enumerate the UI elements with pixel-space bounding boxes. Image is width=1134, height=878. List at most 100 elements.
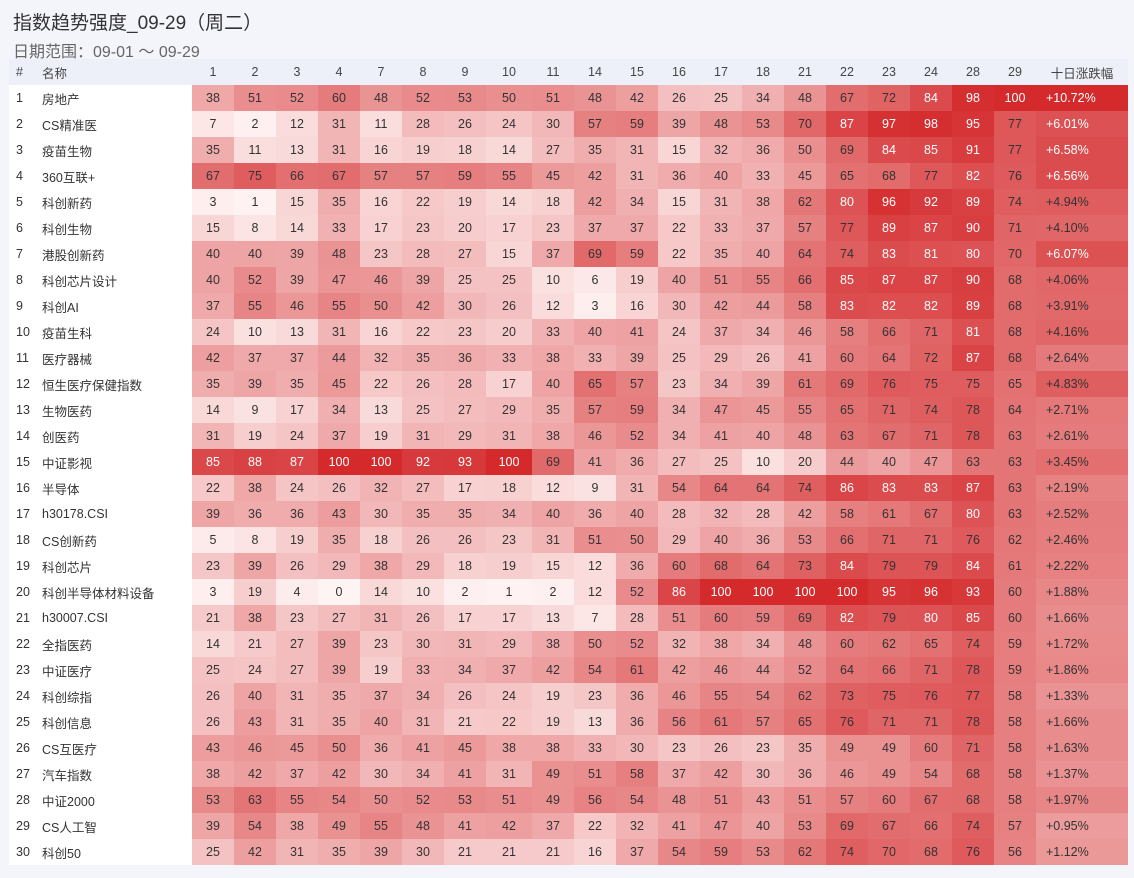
heat-cell: 8 (234, 527, 276, 553)
heat-cell: 39 (234, 371, 276, 397)
heat-cell: 76 (868, 371, 910, 397)
heat-cell: 41 (616, 319, 658, 345)
heat-cell: 78 (952, 397, 994, 423)
heat-cell: 30 (742, 761, 784, 787)
table-row: 15 中证影视 85 88 87 100 100 92 93 100 69 41 36 27 25 10 20 4… (9, 449, 1128, 475)
heat-cell: 69 (532, 449, 574, 475)
heat-cell: 42 (402, 293, 444, 319)
heat-cell: 19 (486, 553, 532, 579)
heatmap-table: # 名称 1 2 3 4 7 8 9 10 11 14 15 16 17 18 21 22 23 24 28 29 十日… (9, 59, 1128, 865)
heat-cell: 37 (616, 839, 658, 865)
heat-cell: 46 (574, 423, 616, 449)
table-row: 19 科创芯片 23 39 26 29 38 29 18 19 15 12 36 60 68 64 73 84 79… (9, 553, 1128, 579)
heat-cell: 19 (402, 137, 444, 163)
heat-cell: 10 (532, 267, 574, 293)
row-index: 29 (9, 813, 38, 839)
table-row: 8 科创芯片设计 40 52 39 47 46 39 25 25 10 6 19 40 51 55 66 85 87… (9, 267, 1128, 293)
heat-cell: 66 (910, 813, 952, 839)
heat-cell: 41 (784, 345, 826, 371)
heat-cell: 31 (276, 683, 318, 709)
heat-cell: 20 (784, 449, 826, 475)
heat-cell: 48 (402, 813, 444, 839)
heat-cell: 77 (952, 683, 994, 709)
row-name: 全指医药 (38, 631, 192, 657)
heat-cell: 6 (574, 267, 616, 293)
heat-cell: 32 (700, 501, 742, 527)
heat-cell: 66 (826, 527, 868, 553)
heat-cell: 51 (700, 787, 742, 813)
heat-cell: 51 (574, 761, 616, 787)
heat-cell: 59 (994, 631, 1036, 657)
heat-cell: 71 (910, 527, 952, 553)
heat-cell: 62 (994, 527, 1036, 553)
heat-cell: 57 (402, 163, 444, 189)
heat-cell: 22 (402, 319, 444, 345)
heat-cell: 77 (910, 163, 952, 189)
heat-cell: 37 (616, 215, 658, 241)
heat-cell: 12 (574, 553, 616, 579)
heat-cell: 34 (444, 657, 486, 683)
heat-cell: 52 (616, 423, 658, 449)
heat-cell: 27 (318, 605, 360, 631)
heat-cell: 74 (910, 397, 952, 423)
heat-cell: 39 (402, 267, 444, 293)
heat-cell: 16 (360, 319, 402, 345)
heat-cell: 45 (784, 163, 826, 189)
heat-cell: 39 (192, 501, 234, 527)
heat-cell: 40 (192, 241, 234, 267)
heat-cell: 64 (742, 553, 784, 579)
heat-cell: 37 (658, 761, 700, 787)
row-name: 科创AI (38, 293, 192, 319)
heat-cell: 32 (360, 475, 402, 501)
row-name: h30178.CSI (38, 501, 192, 527)
heat-cell: 100 (826, 579, 868, 605)
heat-cell: 10 (234, 319, 276, 345)
header-date: 29 (994, 59, 1036, 85)
heat-cell: 64 (742, 475, 784, 501)
heat-cell: 54 (742, 683, 784, 709)
row-name: 中证2000 (38, 787, 192, 813)
row-name: CS创新药 (38, 527, 192, 553)
heat-cell: 3 (192, 579, 234, 605)
row-index: 14 (9, 423, 38, 449)
heat-cell: 55 (318, 293, 360, 319)
heat-cell: 58 (994, 709, 1036, 735)
change-cell: +1.72% (1036, 631, 1128, 657)
heat-cell: 57 (826, 787, 868, 813)
heat-cell: 34 (402, 683, 444, 709)
heat-cell: 55 (486, 163, 532, 189)
heat-cell: 83 (868, 241, 910, 267)
heat-cell: 100 (360, 449, 402, 475)
heat-cell: 55 (234, 293, 276, 319)
heat-cell: 93 (952, 579, 994, 605)
heat-cell: 80 (910, 605, 952, 631)
table-row: 5 科创新药 3 1 15 35 16 22 19 14 18 42 34 15 31 38 62 80 96 92 8… (9, 189, 1128, 215)
row-index: 7 (9, 241, 38, 267)
change-cell: +1.63% (1036, 735, 1128, 761)
heat-cell: 69 (826, 371, 868, 397)
heat-cell: 35 (192, 137, 234, 163)
heat-cell: 60 (700, 605, 742, 631)
heat-cell: 52 (616, 631, 658, 657)
heat-cell: 63 (994, 423, 1036, 449)
heat-cell: 19 (532, 709, 574, 735)
heat-cell: 40 (574, 319, 616, 345)
heat-cell: 32 (360, 345, 402, 371)
heat-cell: 63 (952, 449, 994, 475)
heat-cell: 52 (276, 85, 318, 111)
row-index: 23 (9, 657, 38, 683)
heat-cell: 14 (486, 137, 532, 163)
heat-cell: 69 (826, 813, 868, 839)
heat-cell: 79 (868, 553, 910, 579)
heat-cell: 30 (402, 839, 444, 865)
heat-cell: 36 (616, 449, 658, 475)
heat-cell: 23 (658, 371, 700, 397)
row-index: 2 (9, 111, 38, 137)
heat-cell: 86 (826, 475, 868, 501)
heat-cell: 29 (486, 631, 532, 657)
row-name: 中证影视 (38, 449, 192, 475)
heat-cell: 60 (994, 605, 1036, 631)
row-index: 24 (9, 683, 38, 709)
heat-cell: 40 (532, 501, 574, 527)
heat-cell: 68 (868, 163, 910, 189)
